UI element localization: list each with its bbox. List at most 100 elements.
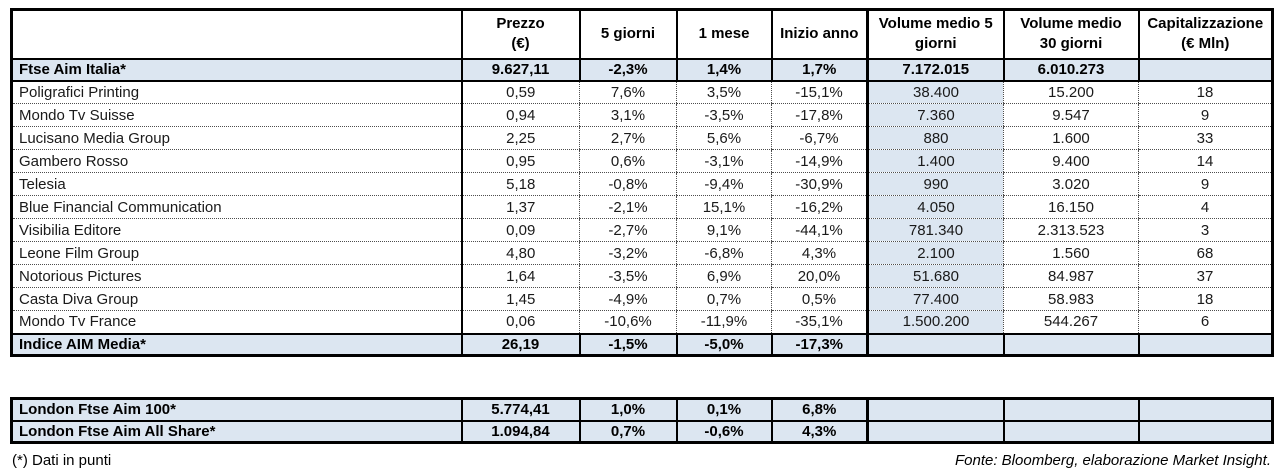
row-label-cell: Telesia xyxy=(11,172,462,196)
cell-cap: 14 xyxy=(1138,149,1273,173)
index-row: London Ftse Aim 100* 5.774,41 1,0% 0,1% 6,8% xyxy=(11,397,1273,422)
cell-vol30: 15.200 xyxy=(1003,80,1139,104)
cell-vol5 xyxy=(866,419,1004,444)
cell-cap: 3 xyxy=(1138,218,1273,242)
cell-vol5: 77.400 xyxy=(866,287,1004,311)
cell-prezzo: 1,37 xyxy=(460,195,580,219)
row-label-cell: Notorious Pictures xyxy=(11,264,462,288)
cell-prezzo: 26,19 xyxy=(460,332,580,357)
cell-m1: 15,1% xyxy=(676,195,772,219)
table-row: Visibilia Editore 0,09 -2,7% 9,1% -44,1% 781.… xyxy=(11,218,1273,242)
cell-d5: 2,7% xyxy=(579,126,677,150)
cell-prezzo: 0,95 xyxy=(460,149,580,173)
cell-vol5 xyxy=(866,397,1004,422)
header-empty xyxy=(10,8,463,60)
cell-ytd: -30,9% xyxy=(771,172,868,196)
cell-m1: -5,0% xyxy=(675,332,772,357)
cell-m1: -6,8% xyxy=(676,241,772,265)
row-label-cell: Visibilia Editore xyxy=(11,218,462,242)
row-label-cell: Poligrafici Printing xyxy=(11,80,462,104)
cell-d5: -2,3% xyxy=(578,57,677,82)
cell-cap xyxy=(1137,419,1273,444)
cell-prezzo: 4,80 xyxy=(460,241,580,265)
cell-m1: -0,6% xyxy=(675,419,772,444)
cell-cap: 4 xyxy=(1138,195,1273,219)
cell-d5: -3,5% xyxy=(579,264,677,288)
cell-m1: -3,1% xyxy=(676,149,772,173)
header-volume-medio-30: Volume medio 30 giorni xyxy=(1002,8,1140,60)
cell-vol5: 38.400 xyxy=(866,80,1004,104)
cell-m1: 5,6% xyxy=(676,126,772,150)
cell-cap: 18 xyxy=(1138,80,1273,104)
cell-m1: 1,4% xyxy=(675,57,772,82)
cell-vol30: 16.150 xyxy=(1003,195,1139,219)
cell-prezzo: 0,09 xyxy=(460,218,580,242)
table-row: Gambero Rosso 0,95 0,6% -3,1% -14,9% 1.400 9.4… xyxy=(11,149,1273,173)
table-header: Prezzo (€) 5 giorni 1 mese Inizio anno V… xyxy=(10,8,1274,60)
cell-m1: 0,1% xyxy=(675,397,772,422)
cell-cap: 18 xyxy=(1138,287,1273,311)
row-label-cell: London Ftse Aim 100* xyxy=(11,397,462,422)
cell-vol30: 1.560 xyxy=(1003,241,1139,265)
table-row: Lucisano Media Group 2,25 2,7% 5,6% -6,7% 880… xyxy=(11,126,1273,150)
cell-d5: 7,6% xyxy=(579,80,677,104)
header-capitalizzazione: Capitalizzazione (€ Mln) xyxy=(1137,8,1274,60)
cell-d5: 0,6% xyxy=(579,149,677,173)
cell-cap: 6 xyxy=(1138,310,1273,334)
index-row: London Ftse Aim All Share* 1.094,84 0,7% -0… xyxy=(11,419,1273,444)
london-ftse-table: London Ftse Aim 100* 5.774,41 1,0% 0,1% 6,8%… xyxy=(10,397,1274,444)
header-5-giorni: 5 giorni xyxy=(578,8,678,60)
cell-ytd: -17,3% xyxy=(770,332,868,357)
row-label-cell: Mondo Tv Suisse xyxy=(11,103,462,127)
cell-cap xyxy=(1137,332,1273,357)
cell-vol30 xyxy=(1002,397,1139,422)
cell-prezzo: 0,59 xyxy=(460,80,580,104)
cell-prezzo: 9.627,11 xyxy=(460,57,580,82)
row-label-cell: Lucisano Media Group xyxy=(11,126,462,150)
table-row: Telesia 5,18 -0,8% -9,4% -30,9% 990 3.020 9 xyxy=(11,172,1273,196)
table-row: Blue Financial Communication 1,37 -2,1% 15,… xyxy=(11,195,1273,219)
cell-cap: 68 xyxy=(1138,241,1273,265)
cell-d5: -10,6% xyxy=(579,310,677,334)
cell-d5: 1,0% xyxy=(578,397,677,422)
cell-ytd: 4,3% xyxy=(771,241,868,265)
cell-vol5: 1.400 xyxy=(866,149,1004,173)
row-label-cell: Gambero Rosso xyxy=(11,149,462,173)
table-row: Notorious Pictures 1,64 -3,5% 6,9% 20,0% 51.6… xyxy=(11,264,1273,288)
cell-m1: 3,5% xyxy=(676,80,772,104)
index-row: Ftse Aim Italia* 9.627,11 -2,3% 1,4% 1,7% 7.1… xyxy=(11,57,1273,82)
table-footer: (*) Dati in punti Fonte: Bloomberg, elab… xyxy=(12,452,1271,469)
table-body: Ftse Aim Italia* 9.627,11 -2,3% 1,4% 1,7% 7.1… xyxy=(11,57,1273,357)
cell-vol5: 880 xyxy=(866,126,1004,150)
cell-ytd: -17,8% xyxy=(771,103,868,127)
cell-ytd: -16,2% xyxy=(771,195,868,219)
cell-prezzo: 5.774,41 xyxy=(460,397,580,422)
cell-vol5: 51.680 xyxy=(866,264,1004,288)
row-label-cell: Leone Film Group xyxy=(11,241,462,265)
table-row: Poligrafici Printing 0,59 7,6% 3,5% -15,1% 38… xyxy=(11,80,1273,104)
cell-vol30: 1.600 xyxy=(1003,126,1139,150)
table-row: Leone Film Group 4,80 -3,2% -6,8% 4,3% 2.100 1… xyxy=(11,241,1273,265)
cell-m1: 6,9% xyxy=(676,264,772,288)
cell-vol5: 7.360 xyxy=(866,103,1004,127)
cell-prezzo: 5,18 xyxy=(460,172,580,196)
cell-prezzo: 1.094,84 xyxy=(460,419,580,444)
cell-ytd: 4,3% xyxy=(770,419,868,444)
cell-cap: 37 xyxy=(1138,264,1273,288)
cell-d5: -4,9% xyxy=(579,287,677,311)
table-row: Mondo Tv France 0,06 -10,6% -11,9% -35,1% 1.5… xyxy=(11,310,1273,334)
cell-vol30: 9.400 xyxy=(1003,149,1139,173)
source-attribution: Fonte: Bloomberg, elaborazione Market In… xyxy=(954,452,1271,469)
cell-m1: -11,9% xyxy=(676,310,772,334)
cell-vol5 xyxy=(866,332,1004,357)
cell-d5: -3,2% xyxy=(579,241,677,265)
cell-vol5: 781.340 xyxy=(866,218,1004,242)
cell-vol30 xyxy=(1002,332,1139,357)
cell-vol30: 6.010.273 xyxy=(1002,57,1139,82)
cell-d5: 0,7% xyxy=(578,419,677,444)
cell-vol30 xyxy=(1002,419,1139,444)
cell-d5: -1,5% xyxy=(578,332,677,357)
cell-ytd: -44,1% xyxy=(771,218,868,242)
row-label-cell: Blue Financial Communication xyxy=(11,195,462,219)
cell-d5: -2,7% xyxy=(579,218,677,242)
